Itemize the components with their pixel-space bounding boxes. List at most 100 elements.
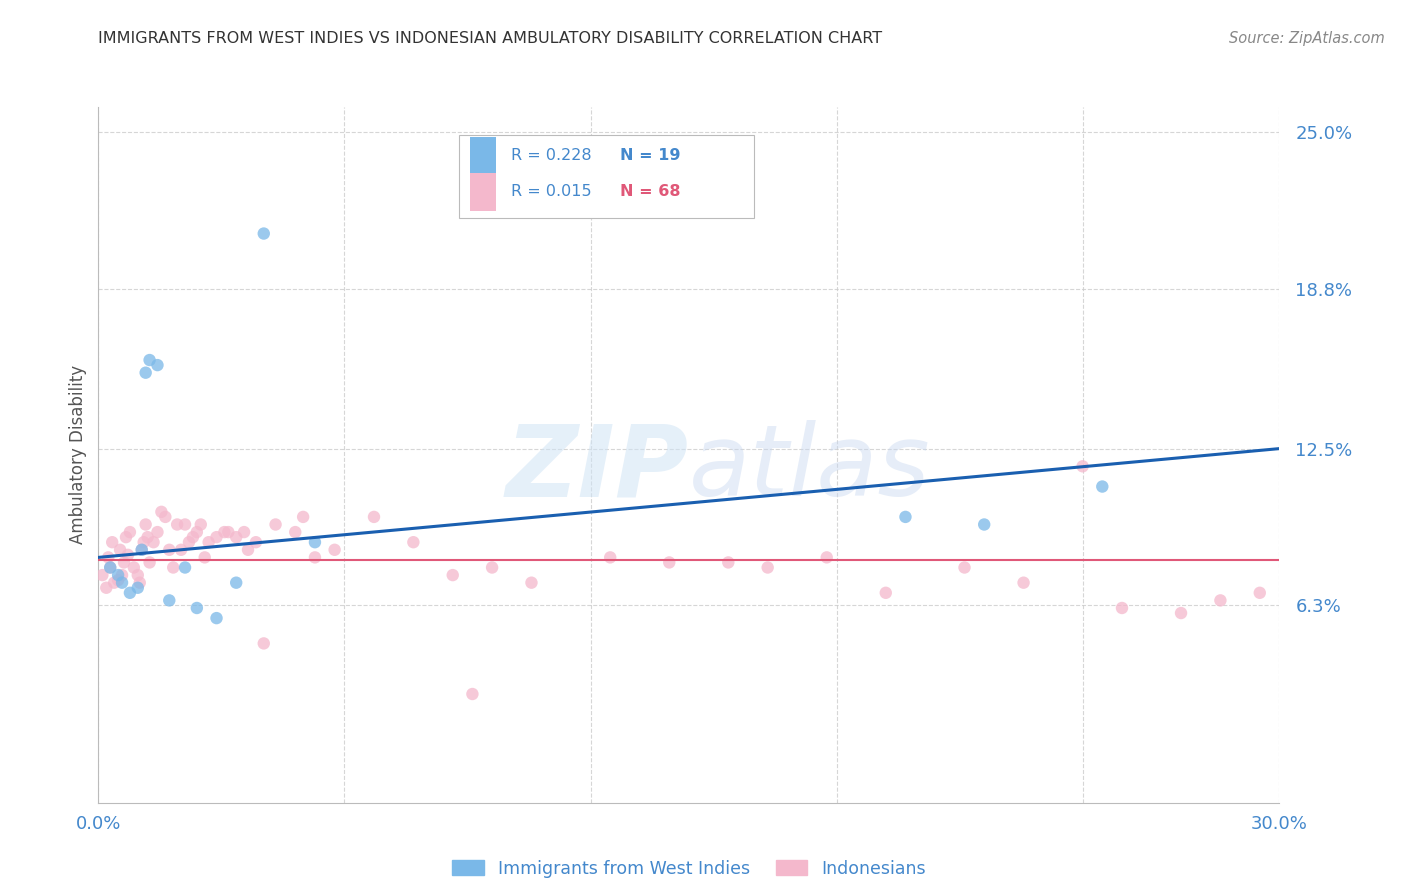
FancyBboxPatch shape xyxy=(458,135,754,219)
Point xyxy=(236,542,259,557)
Point xyxy=(131,542,153,557)
Legend: Immigrants from West Indies, Indonesians: Immigrants from West Indies, Indonesians xyxy=(446,853,932,885)
Point xyxy=(135,366,157,380)
Point xyxy=(96,581,118,595)
Point xyxy=(217,525,239,540)
Text: IMMIGRANTS FROM WEST INDIES VS INDONESIAN AMBULATORY DISABILITY CORRELATION CHAR: IMMIGRANTS FROM WEST INDIES VS INDONESIA… xyxy=(98,31,883,46)
Point xyxy=(111,568,134,582)
Point xyxy=(181,530,204,544)
Text: ZIP: ZIP xyxy=(506,420,689,517)
Point xyxy=(441,568,464,582)
Point xyxy=(98,560,121,574)
Text: atlas: atlas xyxy=(689,420,931,517)
Point xyxy=(177,535,200,549)
Point xyxy=(197,535,219,549)
Point xyxy=(186,601,208,615)
Point xyxy=(127,568,149,582)
Point xyxy=(157,542,180,557)
Point xyxy=(122,560,145,574)
Point xyxy=(190,517,212,532)
Point xyxy=(118,586,141,600)
Point xyxy=(108,542,131,557)
Point xyxy=(170,542,193,557)
Point xyxy=(1091,479,1114,493)
Point xyxy=(815,550,838,565)
Point xyxy=(363,509,385,524)
Point xyxy=(128,575,150,590)
Point xyxy=(142,535,165,549)
Point xyxy=(304,550,326,565)
Point xyxy=(107,568,129,582)
Bar xyxy=(471,137,496,175)
Y-axis label: Ambulatory Disability: Ambulatory Disability xyxy=(69,366,87,544)
Point xyxy=(717,556,740,570)
Point xyxy=(138,353,160,368)
Point xyxy=(323,542,346,557)
Point xyxy=(875,586,897,600)
Point xyxy=(146,358,169,372)
Point xyxy=(1249,586,1271,600)
Point xyxy=(127,581,149,595)
Point xyxy=(194,550,217,565)
Point xyxy=(138,556,160,570)
Point xyxy=(520,575,543,590)
Point xyxy=(166,517,188,532)
Point xyxy=(115,530,138,544)
Point xyxy=(146,525,169,540)
Point xyxy=(112,556,135,570)
Point xyxy=(225,530,247,544)
Text: Source: ZipAtlas.com: Source: ZipAtlas.com xyxy=(1229,31,1385,46)
Point xyxy=(1012,575,1035,590)
Bar xyxy=(471,173,496,211)
Point xyxy=(264,517,287,532)
Point xyxy=(658,556,681,570)
Point xyxy=(253,636,276,650)
Point xyxy=(1170,606,1192,620)
Point xyxy=(756,560,779,574)
Point xyxy=(953,560,976,574)
Point xyxy=(174,517,197,532)
Point xyxy=(111,575,134,590)
Point xyxy=(292,509,315,524)
Text: R = 0.228: R = 0.228 xyxy=(510,148,592,163)
Point xyxy=(245,535,267,549)
Point xyxy=(107,573,129,587)
Point xyxy=(225,575,247,590)
Point xyxy=(155,509,177,524)
Point xyxy=(97,550,120,565)
Point xyxy=(157,593,180,607)
Point xyxy=(98,560,121,574)
Point xyxy=(402,535,425,549)
Point xyxy=(253,227,276,241)
Point xyxy=(135,517,157,532)
Point xyxy=(103,575,125,590)
Text: R = 0.015: R = 0.015 xyxy=(510,185,592,200)
Point xyxy=(599,550,621,565)
Point xyxy=(132,535,155,549)
Point xyxy=(101,535,124,549)
Point xyxy=(481,560,503,574)
Point xyxy=(1209,593,1232,607)
Point xyxy=(136,530,159,544)
Point xyxy=(205,530,228,544)
Point xyxy=(973,517,995,532)
Point xyxy=(162,560,184,574)
Text: N = 68: N = 68 xyxy=(620,185,681,200)
Point xyxy=(91,568,114,582)
Point xyxy=(304,535,326,549)
Point xyxy=(117,548,139,562)
Point xyxy=(1071,459,1094,474)
Point xyxy=(214,525,236,540)
Point xyxy=(894,509,917,524)
Point xyxy=(461,687,484,701)
Point xyxy=(150,505,173,519)
Point xyxy=(118,525,141,540)
Text: N = 19: N = 19 xyxy=(620,148,681,163)
Point xyxy=(174,560,197,574)
Point xyxy=(284,525,307,540)
Point xyxy=(131,542,153,557)
Point xyxy=(1111,601,1133,615)
Point xyxy=(186,525,208,540)
Point xyxy=(233,525,256,540)
Point xyxy=(205,611,228,625)
